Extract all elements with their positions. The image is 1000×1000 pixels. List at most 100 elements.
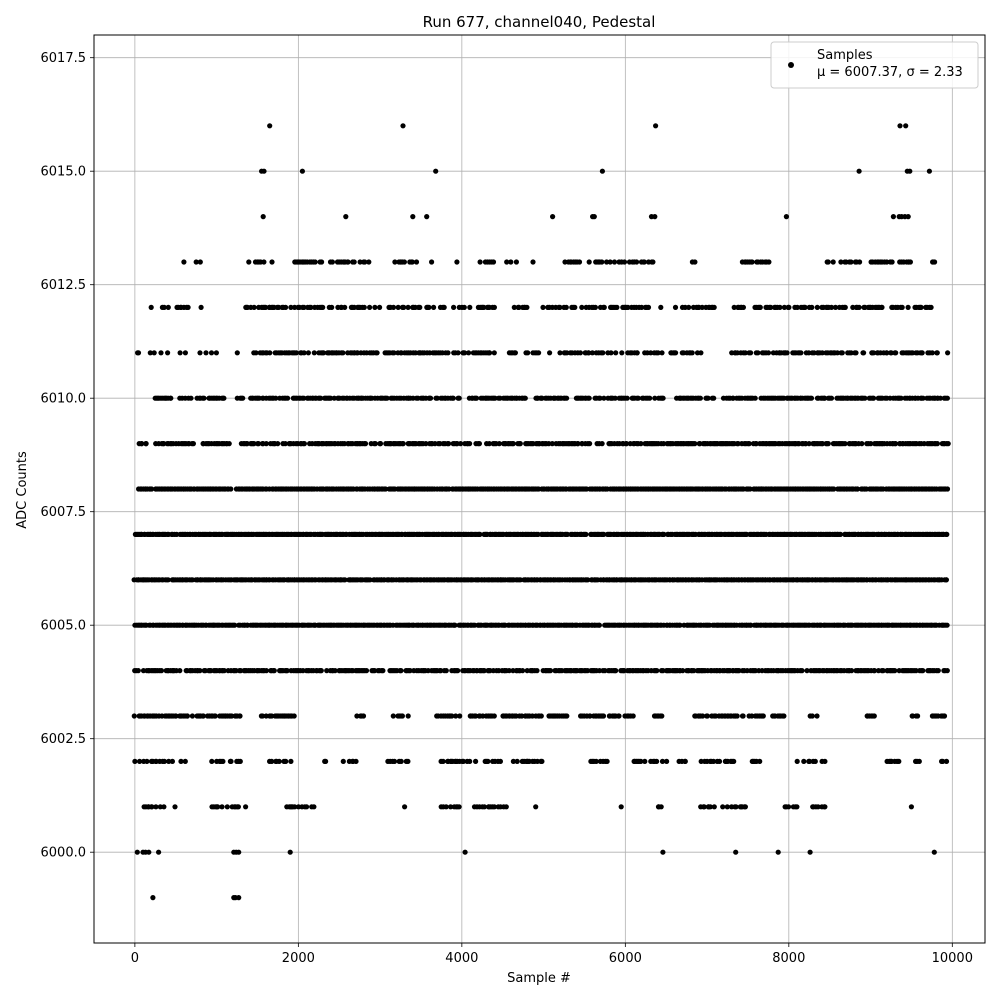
sample-point — [407, 668, 413, 674]
sample-point — [345, 259, 351, 265]
sample-point — [165, 577, 171, 583]
sample-point — [802, 304, 808, 310]
sample-point — [757, 758, 763, 765]
sample-point — [374, 350, 380, 356]
sample-point — [320, 350, 327, 356]
sample-point — [704, 713, 711, 719]
sample-point — [462, 350, 468, 356]
sample-point — [304, 804, 310, 810]
sample-point — [173, 713, 179, 719]
sample-point — [431, 304, 437, 310]
sample-point — [147, 350, 153, 356]
sample-point — [259, 713, 266, 719]
sample-point — [616, 713, 622, 719]
x-tick-label: 0 — [131, 951, 139, 966]
sample-point — [413, 259, 420, 265]
sample-point — [438, 668, 444, 674]
sample-point — [228, 758, 234, 765]
sample-point — [232, 622, 238, 628]
sample-point — [503, 804, 509, 810]
sample-point — [786, 304, 792, 310]
y-tick-label: 6015.0 — [41, 165, 87, 180]
sample-point — [156, 849, 162, 855]
sample-point — [273, 395, 279, 401]
sample-point — [613, 668, 619, 674]
sample-point — [193, 259, 199, 265]
sample-point — [405, 758, 411, 765]
sample-point — [639, 304, 645, 310]
sample-point — [733, 849, 739, 855]
sample-point — [530, 259, 536, 265]
sample-point — [720, 804, 726, 810]
sample-point — [601, 531, 607, 538]
sample-point — [491, 713, 497, 719]
sample-point — [613, 350, 619, 356]
sample-point — [311, 804, 317, 810]
sample-point — [228, 486, 234, 492]
sample-point — [390, 713, 396, 719]
sample-point — [221, 395, 227, 401]
sample-point — [184, 713, 190, 719]
sample-point — [783, 214, 790, 220]
sample-point — [246, 259, 252, 265]
sample-point — [318, 395, 324, 401]
sample-point — [261, 168, 267, 174]
sample-point — [284, 668, 290, 674]
sample-point — [271, 668, 277, 674]
sample-point — [226, 441, 232, 447]
sample-point — [944, 622, 950, 628]
sample-point — [168, 395, 174, 401]
sample-point — [514, 758, 520, 765]
sample-point — [477, 259, 483, 265]
sample-point — [402, 804, 408, 810]
sample-point — [424, 214, 430, 220]
sample-point — [716, 758, 723, 765]
sample-point — [893, 441, 899, 447]
sample-point — [659, 758, 666, 765]
sample-point — [831, 486, 837, 492]
sample-point — [731, 758, 737, 765]
sample-point — [161, 441, 167, 447]
sample-point — [398, 668, 404, 674]
sample-point — [660, 395, 666, 401]
sample-point — [600, 713, 607, 719]
sample-point — [434, 395, 440, 401]
sample-point — [673, 350, 679, 356]
sample-point — [390, 304, 397, 310]
sample-point — [201, 395, 207, 401]
sample-point — [777, 304, 783, 310]
sample-point — [177, 668, 183, 674]
sample-point — [934, 350, 940, 356]
sample-point — [839, 350, 845, 356]
sample-point — [597, 395, 603, 401]
sample-point — [547, 668, 554, 674]
sample-point — [859, 441, 865, 447]
sample-point — [889, 259, 895, 265]
sample-point — [871, 350, 877, 356]
sample-point — [324, 668, 330, 674]
sample-point — [440, 758, 446, 765]
sample-point — [398, 758, 404, 765]
sample-point — [589, 350, 596, 356]
sample-point — [383, 486, 389, 492]
sample-point — [151, 350, 157, 356]
sample-point — [614, 304, 620, 310]
sample-point — [377, 441, 384, 447]
sample-point — [395, 304, 401, 310]
sample-point — [641, 259, 647, 265]
sample-point — [506, 668, 512, 674]
sample-point — [372, 441, 378, 447]
sample-point — [731, 304, 737, 310]
sample-point — [166, 758, 172, 765]
x-tick-label: 6000 — [609, 951, 642, 966]
sample-point — [692, 259, 698, 265]
sample-point — [220, 758, 226, 765]
sample-point — [664, 758, 670, 765]
sample-point — [926, 168, 933, 174]
data-points — [131, 123, 951, 901]
sample-point — [794, 804, 800, 810]
sample-point — [919, 350, 925, 356]
sample-point — [735, 441, 741, 447]
sample-point — [215, 804, 221, 810]
sample-point — [806, 441, 812, 447]
